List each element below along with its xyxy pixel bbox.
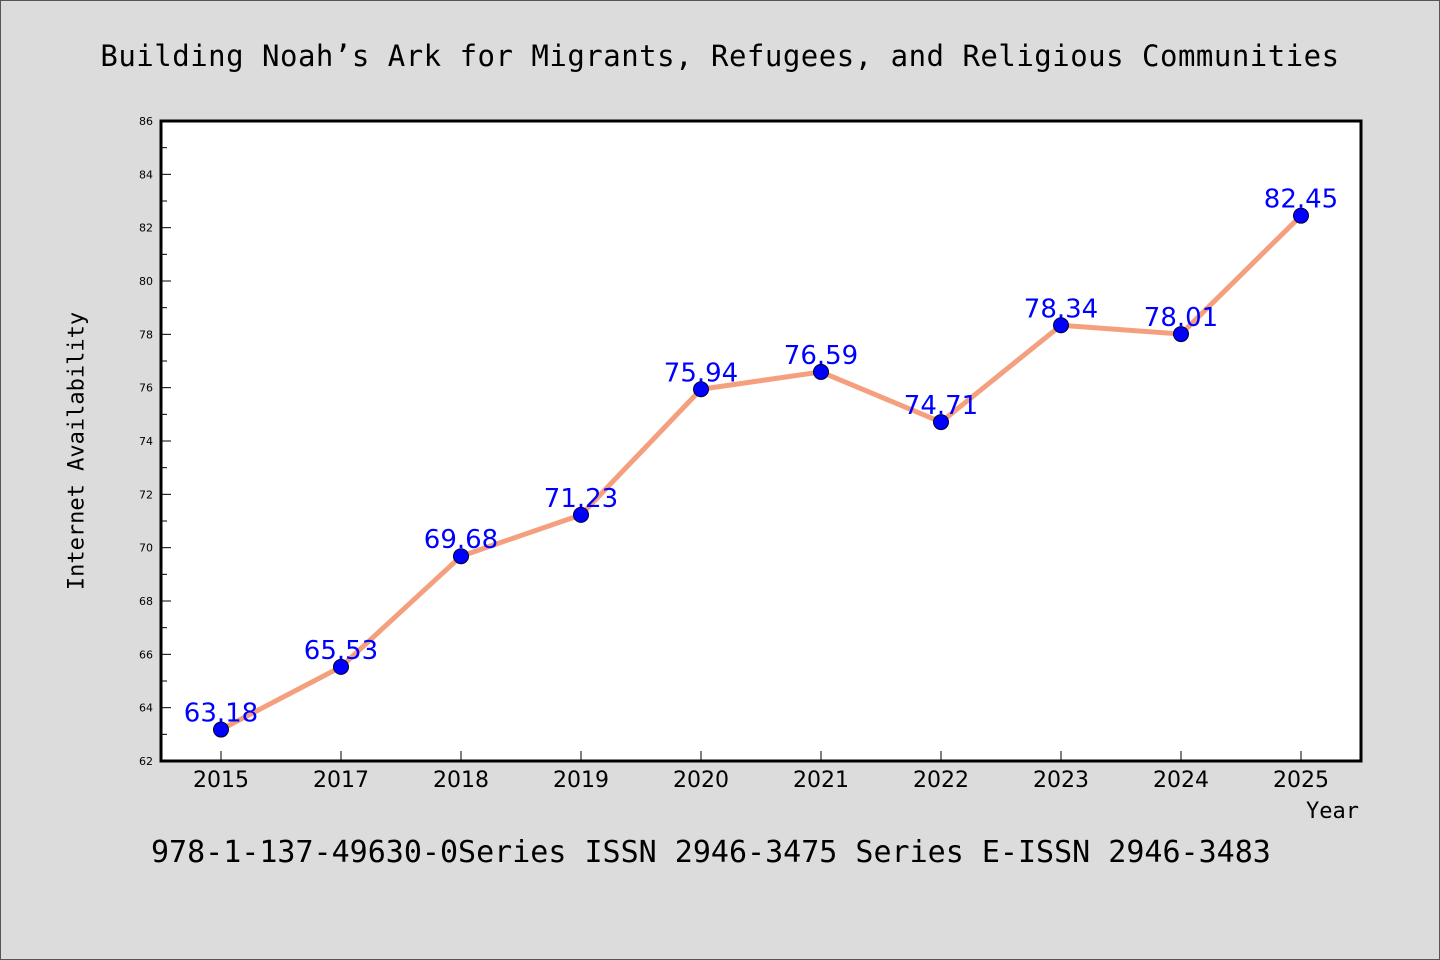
data-label: 74.71 <box>904 391 978 421</box>
y-tick-label: 68 <box>139 595 153 608</box>
data-label: 78.01 <box>1144 303 1218 333</box>
y-tick-label: 82 <box>139 222 153 235</box>
x-axis-label: Year <box>1306 799 1359 824</box>
y-tick-label: 64 <box>139 702 153 715</box>
data-label: 75.94 <box>664 358 738 388</box>
data-point <box>333 658 349 675</box>
data-point <box>813 363 829 380</box>
y-axis-label: Internet Availability <box>64 311 90 591</box>
x-tick-label: 2022 <box>913 768 969 793</box>
y-tick-label: 78 <box>139 328 153 341</box>
x-tick-label: 2019 <box>553 768 609 793</box>
series-line <box>218 213 1304 733</box>
data-point <box>1173 326 1189 343</box>
x-tick-label: 2017 <box>313 768 369 793</box>
y-tick-label: 80 <box>139 275 153 288</box>
data-point <box>693 381 709 398</box>
data-point <box>1053 317 1069 334</box>
y-tick-label: 72 <box>139 488 153 501</box>
chart-title: Building Noah’s Ark for Migrants, Refuge… <box>100 39 1340 73</box>
x-tick-label: 2025 <box>1273 768 1329 793</box>
data-point <box>453 548 469 565</box>
data-label: 82.45 <box>1264 185 1338 215</box>
y-tick-label: 66 <box>139 648 153 661</box>
plot-background <box>161 121 1361 761</box>
x-tick-label: 2018 <box>433 768 489 793</box>
plot-frame <box>159 119 1363 763</box>
y-tick-label: 70 <box>139 542 153 555</box>
data-label: 63.18 <box>184 699 258 729</box>
data-label: 69.68 <box>424 525 498 555</box>
x-tick-label: 2024 <box>1153 768 1209 793</box>
y-tick-label: 86 <box>139 115 153 128</box>
data-label: 78.34 <box>1024 294 1098 324</box>
x-tick-label: 2023 <box>1033 768 1089 793</box>
data-label: 71.23 <box>544 484 618 514</box>
x-tick-label: 2021 <box>793 768 849 793</box>
y-tick-label: 74 <box>139 435 153 448</box>
y-tick-label: 62 <box>139 755 153 768</box>
y-tick-label: 76 <box>139 382 153 395</box>
data-point <box>213 721 229 738</box>
footer-isbn-text: 978-1-137-49630-0Series ISSN 2946-3475 S… <box>151 835 1271 870</box>
data-label: 76.59 <box>784 341 858 371</box>
data-point <box>933 414 949 431</box>
data-point <box>573 506 589 523</box>
x-tick-label: 2015 <box>193 768 249 793</box>
x-tick-label: 2020 <box>673 768 729 793</box>
data-label: 65.53 <box>304 636 378 666</box>
y-tick-label: 84 <box>139 168 153 181</box>
data-point <box>1293 207 1309 224</box>
